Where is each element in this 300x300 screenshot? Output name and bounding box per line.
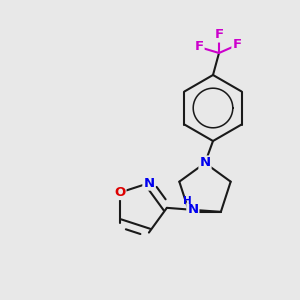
Text: N: N — [143, 177, 155, 190]
Text: H: H — [184, 196, 192, 206]
Text: F: F — [232, 38, 242, 52]
Text: N: N — [200, 157, 211, 169]
Text: N: N — [187, 203, 198, 216]
Text: O: O — [114, 186, 125, 199]
Text: F: F — [214, 28, 224, 41]
Text: F: F — [194, 40, 204, 53]
